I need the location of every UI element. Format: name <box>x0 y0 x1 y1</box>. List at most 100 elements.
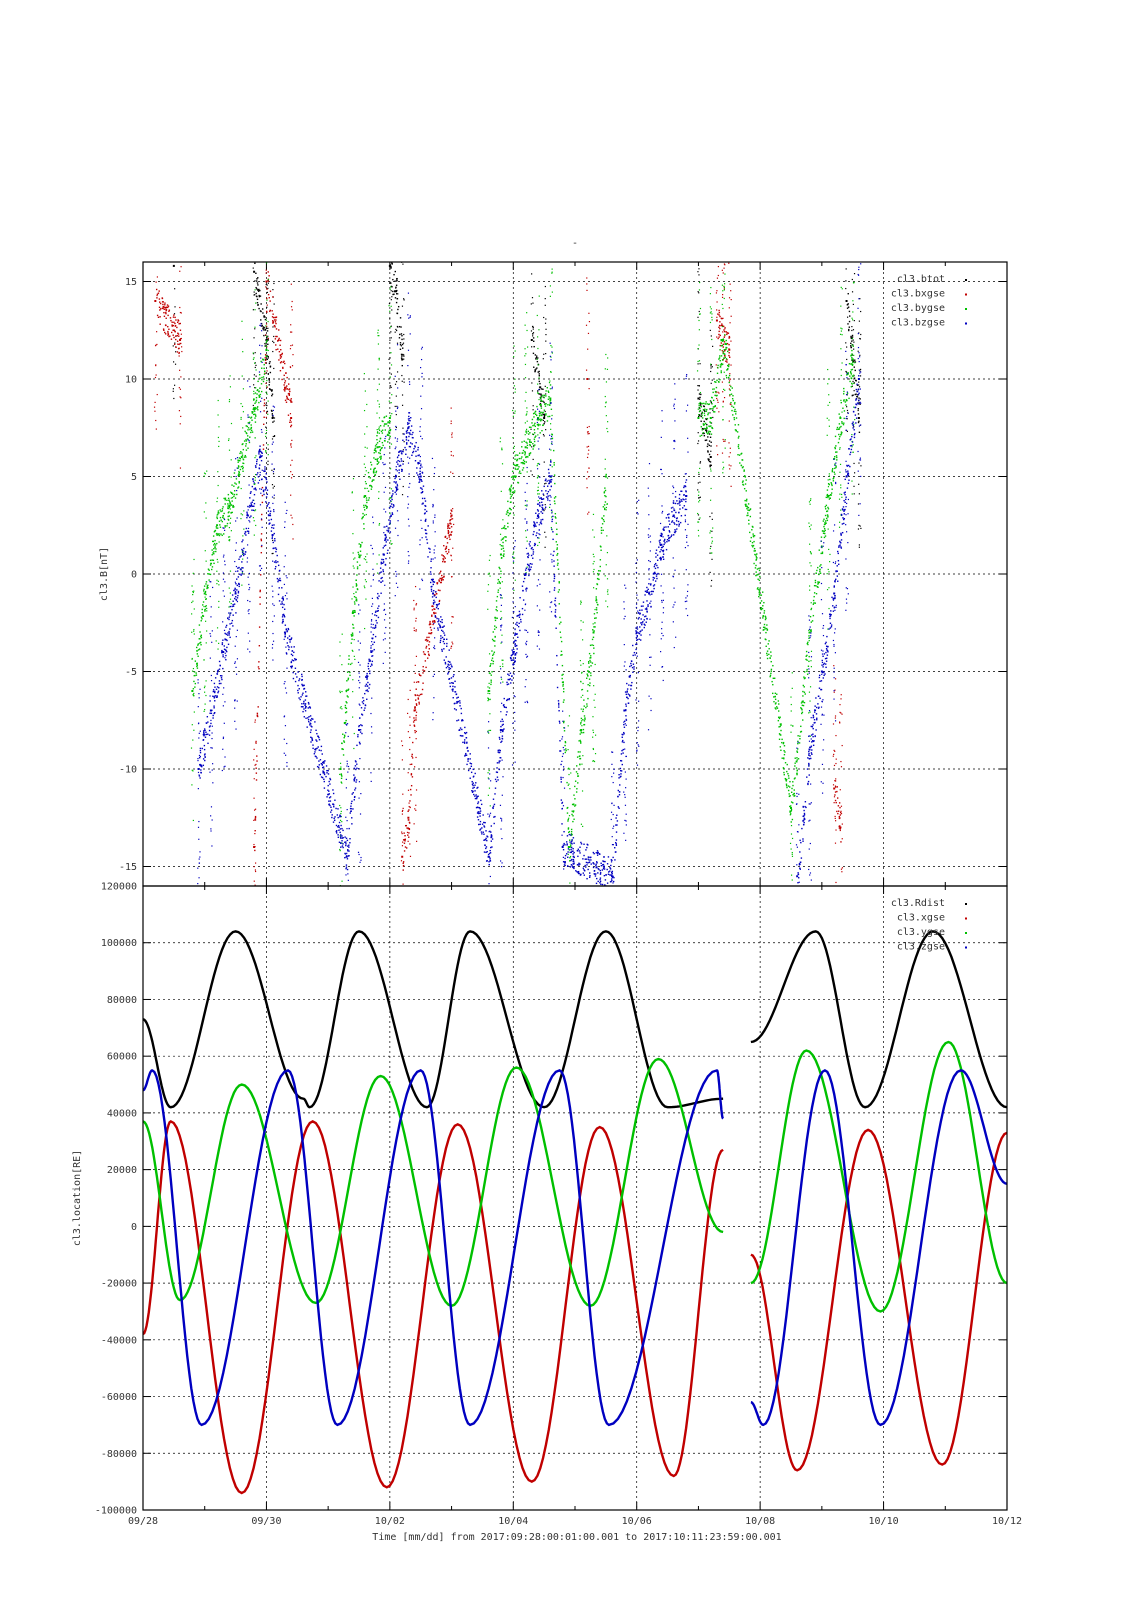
scatter-speckle <box>800 702 803 704</box>
scatter-streak <box>389 154 390 155</box>
scatter-speckle <box>802 719 804 721</box>
scatter-speckle <box>290 401 292 403</box>
scatter-speckle <box>321 776 324 779</box>
scatter-streak <box>699 496 701 498</box>
scatter-speckle <box>168 328 170 330</box>
scatter-streak <box>606 551 609 554</box>
scatter-streak <box>254 928 255 929</box>
scatter-streak <box>851 385 853 387</box>
scatter-speckle <box>576 788 578 790</box>
scatter-speckle <box>307 719 310 721</box>
scatter-speckle <box>727 365 730 368</box>
scatter-streak <box>852 235 853 236</box>
scatter-streak <box>253 291 255 293</box>
scatter-streak <box>551 272 553 274</box>
scatter-streak <box>241 320 243 322</box>
scatter-speckle <box>245 445 247 447</box>
scatter-streak <box>721 284 724 286</box>
scatter-streak <box>827 515 829 517</box>
scatter-speckle <box>772 692 774 695</box>
scatter-speckle <box>284 390 286 392</box>
scatter-speckle <box>770 655 772 657</box>
scatter-streak <box>839 333 842 335</box>
scatter-speckle <box>448 524 450 527</box>
scatter-speckle <box>719 355 721 357</box>
scatter-speckle <box>220 677 223 679</box>
scatter-speckle <box>256 407 258 409</box>
scatter-speckle <box>214 539 216 542</box>
data-point <box>592 631 595 634</box>
data-point <box>401 358 404 361</box>
scatter-speckle <box>245 438 247 441</box>
scatter-speckle <box>238 459 240 462</box>
data-point <box>487 690 490 692</box>
scatter-speckle <box>747 503 750 505</box>
scatter-streak <box>403 338 405 340</box>
data-point <box>395 475 398 478</box>
scatter-speckle <box>266 358 269 361</box>
scatter-speckle <box>538 380 541 383</box>
scatter-streak <box>273 303 275 305</box>
scatter-speckle <box>704 410 706 412</box>
scatter-streak <box>709 412 711 414</box>
scatter-streak <box>341 880 343 882</box>
scatter-speckle <box>543 415 546 417</box>
scatter-speckle <box>533 340 535 343</box>
scatter-speckle <box>834 794 836 796</box>
scatter-speckle <box>599 559 602 561</box>
scatter-speckle <box>348 655 350 657</box>
scatter-speckle <box>810 629 812 631</box>
scatter-streak <box>204 591 207 593</box>
scatter-speckle <box>554 482 556 485</box>
scatter-speckle <box>709 465 711 468</box>
scatter-speckle <box>362 516 364 518</box>
scatter-streak <box>549 285 552 287</box>
scatter-streak <box>722 351 724 353</box>
scatter-streak <box>605 600 607 602</box>
scatter-speckle <box>264 354 267 356</box>
scatter-speckle <box>800 712 803 715</box>
scatter-streak <box>525 414 527 416</box>
scatter-streak <box>828 419 830 421</box>
scatter-speckle <box>828 494 831 497</box>
scatter-streak <box>840 698 842 700</box>
scatter-speckle <box>209 700 211 702</box>
scatter-speckle <box>518 452 521 454</box>
scatter-streak <box>489 672 491 675</box>
data-point <box>401 855 404 858</box>
scatter-speckle <box>363 527 365 530</box>
scatter-speckle <box>522 462 525 464</box>
scatter-streak <box>267 320 269 323</box>
scatter-speckle <box>536 367 538 369</box>
scatter-streak <box>860 333 862 336</box>
scatter-speckle <box>560 650 563 653</box>
scatter-speckle <box>820 545 823 547</box>
scatter-speckle <box>857 413 860 415</box>
scatter-streak <box>587 431 589 433</box>
scatter-speckle <box>287 644 289 647</box>
scatter-speckle <box>438 579 440 581</box>
scatter-streak <box>709 515 711 518</box>
data-point <box>567 846 570 848</box>
scatter-speckle <box>277 561 279 563</box>
scatter-streak <box>390 325 392 327</box>
scatter-streak <box>400 345 402 347</box>
scatter-streak <box>403 298 405 300</box>
scatter-speckle <box>792 784 794 787</box>
scatter-streak <box>580 603 582 605</box>
scatter-speckle <box>797 735 799 737</box>
scatter-streak <box>531 254 532 255</box>
scatter-speckle <box>270 518 273 521</box>
scatter-speckle <box>161 301 164 303</box>
scatter-speckle <box>539 397 542 399</box>
scatter-speckle <box>213 707 215 709</box>
scatter-streak <box>175 351 177 353</box>
scatter-streak <box>790 703 792 706</box>
scatter-speckle <box>749 515 752 518</box>
scatter-speckle <box>787 789 790 792</box>
scatter-streak <box>716 336 718 338</box>
scatter-speckle <box>583 723 586 726</box>
scatter-streak <box>402 932 403 933</box>
scatter-speckle <box>255 779 258 781</box>
scatter-speckle <box>322 761 324 764</box>
